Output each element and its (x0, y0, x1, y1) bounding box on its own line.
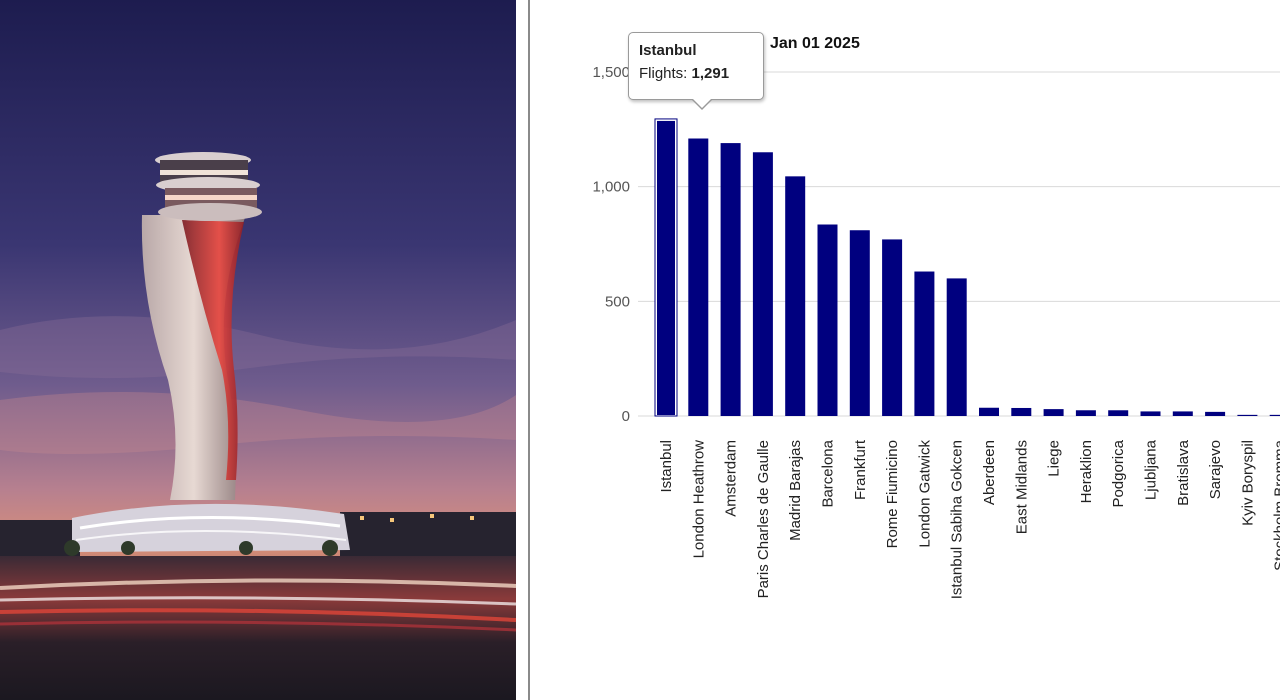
date-label: Jan 01 2025 (770, 35, 860, 52)
x-tick-label: East Midlands (1013, 440, 1030, 534)
x-tick-label: Podgorica (1110, 439, 1127, 507)
y-tick-label: 1,500 (592, 64, 630, 81)
x-tick-label: Kyiv Boryspil (1239, 440, 1256, 526)
panel-divider (516, 0, 528, 700)
bar[interactable] (1172, 411, 1193, 416)
x-tick-label: Rome Fiumicino (884, 440, 901, 548)
x-tick-label: Sarajevo (1207, 440, 1224, 499)
y-tick-label: 0 (622, 408, 630, 425)
x-tick-label: Aberdeen (981, 440, 998, 505)
tooltip-value: 1,291 (691, 65, 730, 82)
bar[interactable] (720, 143, 741, 417)
tooltip-label: Flights: (639, 65, 692, 82)
tooltip-title: Istanbul (639, 42, 697, 59)
bar[interactable] (752, 152, 773, 416)
x-axis-ticks: Istanbul London Heathrow Amsterdam Paris Ch… (658, 439, 1280, 599)
x-tick-label: Barcelona (820, 439, 837, 507)
bar[interactable] (1140, 411, 1161, 416)
x-tick-label: Madrid Barajas (787, 440, 804, 541)
tooltip-body: Flights: 1,291 (639, 65, 753, 82)
bar-highlighted[interactable] (655, 118, 677, 417)
airport-tower-photo (0, 0, 516, 700)
bar[interactable] (1205, 411, 1226, 416)
bar[interactable] (914, 271, 935, 416)
bar[interactable] (1237, 414, 1258, 416)
bar[interactable] (882, 239, 903, 416)
tooltip-pointer-fill (692, 98, 712, 108)
y-axis-ticks: 0 500 1,000 1,500 (592, 64, 630, 425)
x-tick-label: London Heathrow (690, 440, 707, 559)
bar-tooltip: Istanbul Flights: 1,291 (628, 32, 764, 110)
chart-canvas: 0 500 1,000 1,500 Istanbul London Heathrow Am… (592, 35, 1280, 599)
x-tick-label: Liege (1046, 440, 1063, 477)
x-tick-label: Istanbul Sabiha Gokcen (949, 440, 966, 599)
y-tick-label: 500 (605, 293, 630, 310)
x-tick-label: Bratislava (1175, 439, 1192, 506)
x-tick-label: Stockholm Bromma (1272, 439, 1280, 571)
x-tick-label: Paris Charles de Gaulle (755, 440, 772, 598)
bar[interactable] (688, 138, 709, 417)
chart-panel-edge (528, 0, 530, 700)
bar[interactable] (1043, 409, 1064, 416)
x-tick-label: Ljubljana (1143, 439, 1160, 500)
bar[interactable] (849, 230, 870, 416)
bar[interactable] (979, 407, 999, 416)
flights-bar-chart: 0 500 1,000 1,500 Istanbul London Heathrow Am… (528, 0, 1280, 700)
x-tick-label: London Gatwick (916, 440, 933, 548)
x-tick-label: Amsterdam (723, 440, 740, 517)
x-tick-label: Istanbul (658, 440, 675, 493)
bar[interactable] (817, 224, 838, 416)
x-tick-label: Frankfurt (852, 439, 869, 500)
x-tick-label: Heraklion (1078, 440, 1095, 503)
bar[interactable] (1108, 410, 1129, 416)
bars (654, 118, 1280, 417)
bar[interactable] (1011, 407, 1032, 416)
y-tick-label: 1,000 (592, 179, 630, 196)
bar[interactable] (1269, 414, 1280, 416)
bar[interactable] (946, 278, 967, 416)
bar[interactable] (1075, 410, 1096, 416)
bar[interactable] (785, 176, 806, 416)
bar-highlight-outline (654, 118, 678, 417)
